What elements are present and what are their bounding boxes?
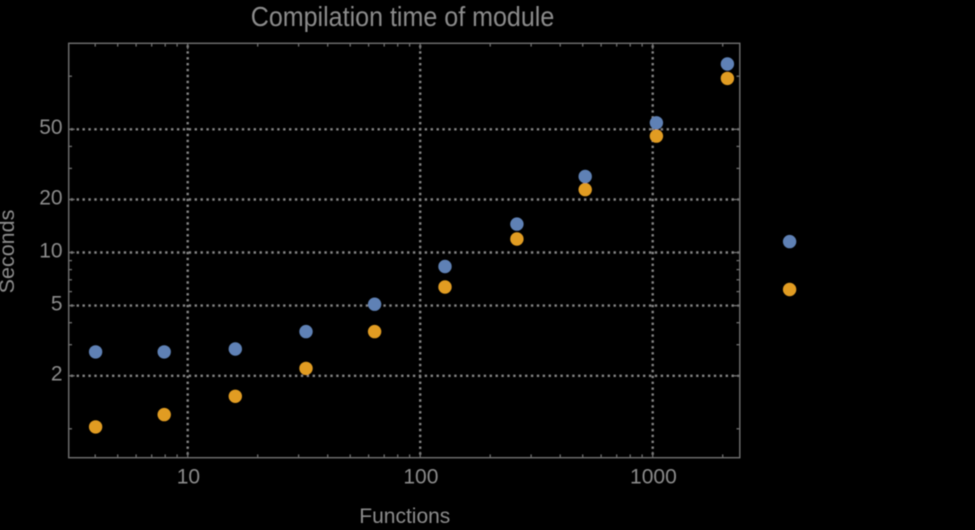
svg-text:50: 50 (39, 116, 62, 139)
svg-text:10: 10 (177, 465, 200, 488)
svg-text:Seconds: Seconds (0, 210, 19, 294)
svg-text:1000: 1000 (630, 465, 677, 488)
svg-text:Functions: Functions (359, 505, 450, 525)
svg-text:20: 20 (39, 186, 62, 209)
svg-text:5: 5 (51, 292, 63, 315)
svg-text:10: 10 (39, 239, 62, 262)
svg-text:100: 100 (403, 465, 438, 488)
svg-text:2: 2 (51, 363, 63, 386)
svg-text:Compilation time of module: Compilation time of module (251, 1, 555, 33)
